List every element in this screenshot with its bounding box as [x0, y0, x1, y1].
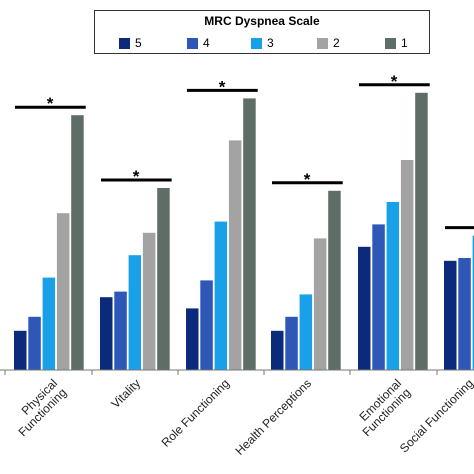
bar-cat2-series-5: [186, 308, 199, 370]
legend-swatch-1: [385, 37, 396, 49]
bar-cat2-series-1: [243, 98, 256, 371]
bar-cat4-series-3: [386, 202, 400, 370]
legend-swatch-3: [251, 37, 262, 49]
bar-cat3-series-4: [285, 316, 298, 370]
bar-cat4-series-5: [358, 246, 371, 370]
x-tick-labels-group: PhysicalFunctioning Vitality Role Function…: [6, 376, 474, 458]
bar-cat5-series-3: [472, 235, 474, 370]
significance-star-3: *: [304, 170, 311, 189]
bar-cat0-series-1: [71, 115, 84, 370]
legend-label-5: 5: [135, 36, 142, 50]
significance-star-2: *: [219, 77, 226, 96]
bar-cat1-series-4: [114, 291, 127, 370]
bar-cat5-series-4: [458, 258, 471, 370]
bar-cat0-series-3: [42, 277, 56, 370]
bar-cat0-series-4: [28, 316, 41, 370]
legend-swatch-4: [187, 37, 198, 49]
x-tick-label-4: EmotionalFunctioning: [350, 376, 413, 439]
ticks-group: [4, 370, 438, 375]
bar-cat4-series-4: [372, 224, 385, 370]
legend-item-4: 4: [187, 36, 210, 50]
x-tick-label-1: Vitality: [108, 376, 143, 411]
significance-star-0: *: [47, 94, 54, 113]
legend-item-5: 5: [119, 36, 142, 50]
bar-cat4-series-2: [400, 160, 414, 370]
bar-cat1-series-1: [157, 188, 170, 370]
legend-label-2: 2: [333, 36, 340, 50]
significance-group: * * * * *: [15, 72, 474, 230]
legend-item-3: 3: [251, 36, 274, 50]
bar-cat1-series-5: [100, 297, 113, 370]
x-tick-label-2: Role Functioning: [159, 376, 233, 450]
bars-group: [14, 92, 474, 371]
legend-title: MRC Dyspnea Scale: [204, 14, 320, 28]
bar-cat0-series-2: [56, 213, 70, 370]
legend-swatch-2: [317, 37, 328, 49]
legend-item-1: 1: [385, 36, 408, 50]
significance-star-4: *: [391, 72, 398, 91]
x-tick-label-5: Social Functioning: [397, 376, 474, 455]
bar-cat1-series-2: [142, 232, 156, 370]
bar-cat4-series-1: [415, 92, 428, 371]
bar-cat2-series-3: [214, 221, 228, 370]
legend-label-1: 1: [401, 36, 408, 50]
bar-cat0-series-5: [14, 330, 27, 370]
bar-cat5-series-5: [444, 260, 457, 370]
legend-swatch-5: [119, 37, 130, 49]
bar-cat3-series-3: [299, 294, 313, 370]
bar-cat3-series-5: [271, 330, 284, 370]
x-tick-label-3: Health Perceptions: [233, 376, 315, 458]
legend: MRC Dyspnea Scale 5 4 3 2 1: [94, 10, 430, 54]
legend-item-2: 2: [317, 36, 340, 50]
bar-cat2-series-2: [228, 140, 242, 370]
bar-cat3-series-2: [313, 238, 327, 370]
legend-label-4: 4: [203, 36, 210, 50]
bar-cat1-series-3: [128, 255, 142, 370]
bar-cat2-series-4: [200, 280, 213, 370]
significance-star-1: *: [133, 167, 140, 186]
bar-cat3-series-1: [328, 190, 341, 370]
x-tick-label-0: PhysicalFunctioning: [6, 376, 69, 439]
legend-label-3: 3: [267, 36, 274, 50]
